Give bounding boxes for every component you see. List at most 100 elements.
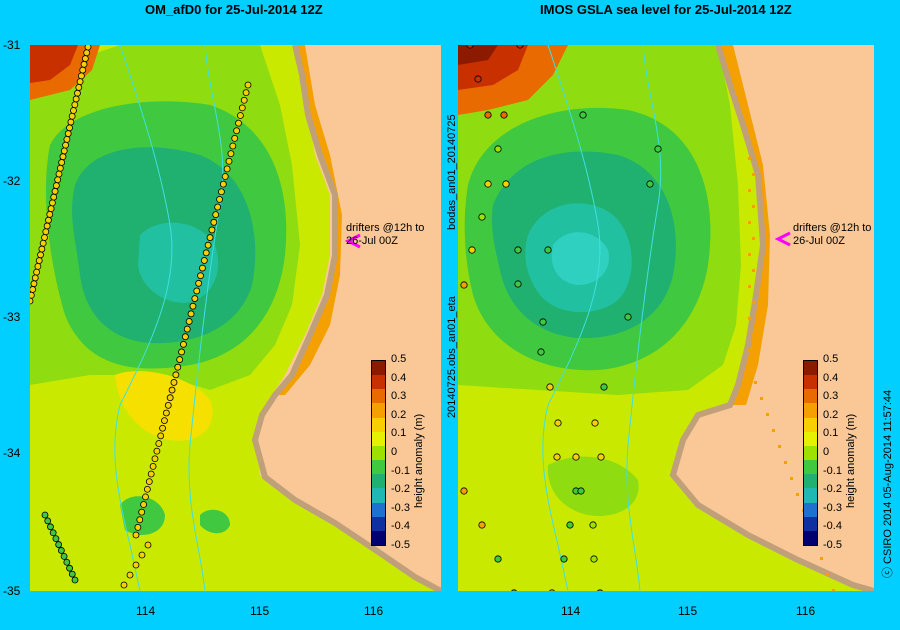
drifter-marker xyxy=(58,159,66,166)
colorbar-tick: 0.3 xyxy=(391,390,407,403)
drifter-marker xyxy=(832,589,835,591)
drifter-marker xyxy=(748,349,751,352)
colorbar-tick: -0.4 xyxy=(823,520,842,533)
drifter-marker xyxy=(170,379,178,386)
drifter-marker xyxy=(132,531,140,539)
observation-marker xyxy=(484,111,492,119)
drifter-marker xyxy=(56,164,64,172)
colorbar-swatch xyxy=(372,445,385,461)
drifter-marker xyxy=(183,325,191,333)
right-side-label-top: bodas_an01_20140725 xyxy=(446,114,458,230)
drifter-marker xyxy=(221,173,229,180)
drifter-marker xyxy=(237,112,244,119)
drifter-marker xyxy=(43,222,51,230)
drifter-marker xyxy=(80,60,88,68)
drifter-marker xyxy=(796,493,799,496)
lat-tick: -34 xyxy=(3,446,21,460)
drifter-marker xyxy=(75,84,83,91)
colorbar-tick: -0.2 xyxy=(391,483,410,496)
drifter-marker xyxy=(204,241,212,249)
drifter-marker xyxy=(143,485,151,493)
colorbar-tick: -0.1 xyxy=(823,464,842,477)
drifter-marker xyxy=(46,211,54,218)
drifter-marker xyxy=(64,130,72,137)
observation-marker xyxy=(478,213,486,221)
drifter-marker xyxy=(50,193,58,201)
colorbar-swatch xyxy=(804,516,817,531)
drifter-marker xyxy=(153,447,161,455)
drifter-marker xyxy=(147,470,155,478)
drifter-marker xyxy=(210,218,218,226)
drifter-marker xyxy=(161,417,168,424)
drifter-marker xyxy=(752,141,755,144)
colorbar-swatch xyxy=(804,530,817,546)
observation-marker xyxy=(460,487,468,495)
drifter-marker xyxy=(60,147,68,155)
drifter-marker xyxy=(149,462,157,470)
colorbar-swatch xyxy=(372,474,385,489)
colorbar-swatch xyxy=(804,361,817,376)
drifter-marker xyxy=(55,541,63,548)
drifter-marker xyxy=(216,196,223,203)
drifter-marker xyxy=(144,541,152,549)
observation-marker xyxy=(478,521,486,529)
drifter-marker xyxy=(78,72,85,80)
drifter-marker xyxy=(68,112,76,120)
drifter-marker xyxy=(208,226,216,234)
lon-tick: 115 xyxy=(250,604,270,618)
drifter-marker xyxy=(189,302,197,310)
drifter-marker xyxy=(142,493,149,501)
drifter-marker xyxy=(47,205,55,213)
drifter-marker xyxy=(752,173,755,176)
colorbar-tick: 0.5 xyxy=(391,353,407,365)
drifter-marker xyxy=(30,291,35,299)
drifter-marker xyxy=(752,301,755,304)
drifter-marker xyxy=(30,297,34,305)
left-map-title: OM_afD0 for 25-Jul-2014 12Z xyxy=(145,2,323,17)
left-colorbar xyxy=(371,360,386,546)
colorbar-swatch xyxy=(372,417,385,432)
drifter-marker xyxy=(244,81,252,89)
observation-marker xyxy=(494,555,502,563)
drifter-marker xyxy=(37,251,44,259)
drifter-marker xyxy=(200,257,208,264)
lon-tick: 115 xyxy=(678,604,698,618)
drifter-marker xyxy=(748,253,751,256)
drifter-marker xyxy=(227,150,235,158)
drifter-marker xyxy=(181,333,189,341)
colorbar-tick: 0.4 xyxy=(391,371,407,384)
drifter-marker xyxy=(166,394,174,402)
drifter-marker xyxy=(41,511,49,519)
drifter-marker xyxy=(231,134,239,142)
drifter-marker xyxy=(52,535,60,543)
drifter-marker xyxy=(84,45,92,51)
drifter-marker xyxy=(72,95,80,103)
observation-marker xyxy=(560,555,568,563)
drifter-marker xyxy=(784,461,787,464)
colorbar-swatch xyxy=(804,389,817,404)
drifter-marker xyxy=(772,429,775,432)
drifter-marker xyxy=(748,221,751,224)
observation-marker xyxy=(468,246,476,254)
drifter-marker xyxy=(159,424,166,432)
drifter-marker xyxy=(51,187,59,195)
observation-marker xyxy=(516,45,524,49)
drifter-marker xyxy=(790,477,793,480)
colorbar-swatch xyxy=(372,389,385,404)
observation-marker xyxy=(579,111,587,119)
drifter-marker xyxy=(826,573,829,576)
drifter-marker xyxy=(820,557,823,560)
left-map xyxy=(30,45,441,591)
observation-marker xyxy=(577,487,585,495)
observation-marker xyxy=(466,45,474,49)
colorbar-swatch xyxy=(804,375,817,390)
drifter-marker xyxy=(185,318,193,325)
drifter-marker xyxy=(754,381,757,384)
drifter-marker xyxy=(202,249,210,257)
left-colorbar-label: height anomaly (m) xyxy=(413,413,425,508)
observation-marker xyxy=(494,145,502,153)
drifter-marker xyxy=(66,124,73,132)
drifter-marker xyxy=(168,386,176,394)
colorbar-tick: -0.3 xyxy=(391,501,410,514)
drifter-marker xyxy=(57,547,65,554)
